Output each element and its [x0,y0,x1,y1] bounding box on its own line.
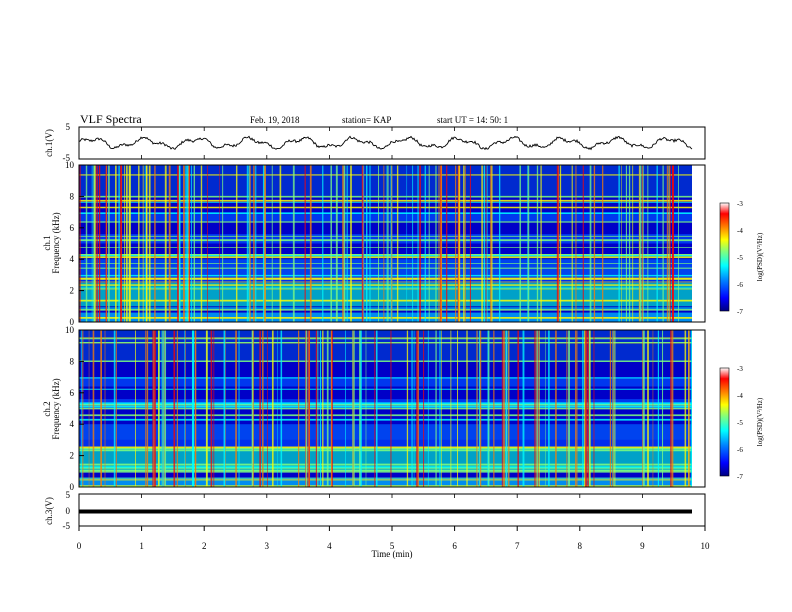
ch3-ytick-bottom: -5 [63,521,71,531]
ch2-spec-band-5 [79,377,692,387]
x-tick-label-0: 0 [77,541,82,551]
ch2-colorbar [719,367,730,477]
x-axis-label: Time (min) [372,549,413,559]
ch1-colorbar-tick-7: -7 [737,308,743,316]
ch2-spec-ytick-label-4: 8 [70,356,75,366]
ch2-spec-ytick-label-5: 10 [65,325,75,335]
ch2-spec-ytick-label-3: 6 [70,388,75,398]
x-tick-label-9: 9 [640,541,645,551]
ch2-spec-ytick-label-2: 4 [70,419,75,429]
ch2-spec-band-3 [79,424,692,440]
station-label: station= KAP [342,115,391,125]
ch3-ytick-top: 5 [66,490,71,500]
figure-title: VLF Spectra [80,112,142,126]
ch2-colorbar-tick-4: -4 [737,392,743,400]
ch2-ylabel-frequency: Frequency (kHz) [51,378,61,439]
date-label: Feb. 19, 2018 [250,115,300,125]
ch2-colorbar-tick-6: -6 [737,446,743,454]
x-tick-label-7: 7 [515,541,520,551]
x-axis: 0 1 2 3 4 5 6 7 8 9 10 [77,127,710,551]
ch2-colorbar-tick-7: -7 [737,473,743,481]
ch1-colorbar-label: log(PSD)(V²/Hz) [756,232,764,281]
ch1-spec-ytick-label-3: 6 [70,223,75,233]
ch1-spectrogram-frame [78,164,706,323]
x-tick-label-3: 3 [265,541,270,551]
ch1-ylabel-channel: ch.1 [42,235,52,250]
x-tick-label-2: 2 [202,541,207,551]
ch2-spec-ytick-label-1: 2 [70,451,75,461]
x-tick-label-8: 8 [578,541,583,551]
ch1-spec-ytick-label-0: 0 [70,317,75,327]
ch1-spectrogram-panel: 0 2 4 6 8 10 ch.1 Frequency (kHz) -3 -4 -5 -6… [42,160,764,327]
x-tick-label-1: 1 [139,541,144,551]
ch1-ytick-bottom: -5 [63,153,71,163]
ch1-spec-ytick-label-4: 8 [70,191,75,201]
ch1-spec-band-5 [79,212,692,222]
ch2-colorbar-tick-5: -5 [737,419,743,427]
ch1-spec-no-data [692,165,705,322]
ch1-spec-ytick-label-2: 4 [70,254,75,264]
ch2-spec-ytick-label-0: 0 [70,482,75,492]
ch2-colorbar-tick-3: -3 [737,365,743,373]
ch1-ytick-top: 5 [66,122,71,132]
ch2-colorbar-label: log(PSD)(V²/Hz) [756,397,764,446]
ch1-colorbar-tick-5: -5 [737,254,743,262]
ch1-spec-band-3 [79,259,692,275]
ch3-ytick-mid: 0 [66,506,71,516]
ch1-spec-ytick-label-1: 2 [70,286,75,296]
ch3-waveform-panel: ch.3(V) 5 0 -5 [44,490,706,531]
ch2-spectrogram-frame [78,329,706,488]
x-tick-label-10: 10 [701,541,711,551]
ch2-spec-band-2 [79,439,692,448]
x-tick-label-6: 6 [452,541,457,551]
start-time-label: start UT = 14: 50: 1 [437,115,508,125]
x-tick-label-4: 4 [327,541,332,551]
ch2-ylabel-channel: ch.2 [42,401,52,416]
ch1-spec-band-1 [79,282,692,307]
x-tick-label-5: 5 [390,541,395,551]
ch1-colorbar-tick-3: -3 [737,200,743,208]
ch2-spec-band-0 [79,477,692,487]
ch1-ylabel-frequency: Frequency (kHz) [51,212,61,273]
ch2-spec-band-6 [79,330,692,362]
ch1-spec-band-4 [79,234,692,244]
ch1-colorbar [719,202,730,312]
ch2-spectrogram-panel: 0 2 4 6 8 10 ch.2 Frequency (kHz) -3 -4 -5 -6… [42,325,764,492]
ch1-colorbar-tick-4: -4 [737,227,743,235]
ch3-waveform-ylabel: ch.3(V) [44,497,54,525]
ch1-waveform-trace [78,135,693,151]
ch1-spec-ytick-label-5: 10 [65,160,75,170]
ch1-colorbar-tick-6: -6 [737,281,743,289]
ch1-spec-band-6 [79,165,692,197]
ch1-waveform-ylabel: ch.1(V) [44,129,54,157]
ch1-waveform-panel: ch.1(V) 5 -5 [44,122,706,163]
ch1-waveform-frame [78,126,706,160]
ch2-spec-no-data [692,330,705,487]
